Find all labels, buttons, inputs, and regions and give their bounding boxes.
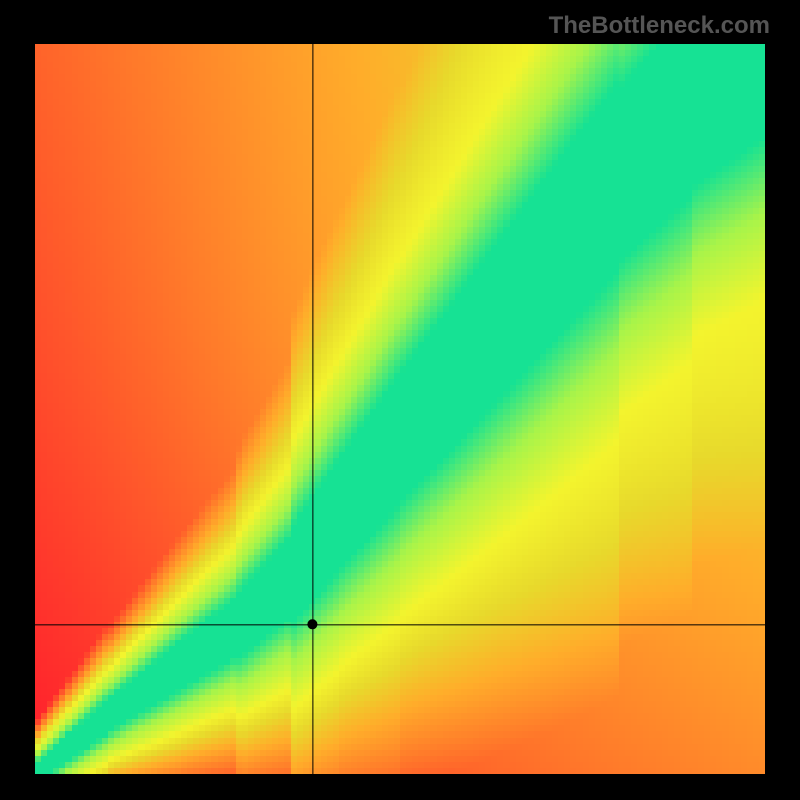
chart-container: TheBottleneck.com xyxy=(0,0,800,800)
bottleneck-heatmap xyxy=(35,44,765,774)
watermark-text: TheBottleneck.com xyxy=(549,12,770,40)
